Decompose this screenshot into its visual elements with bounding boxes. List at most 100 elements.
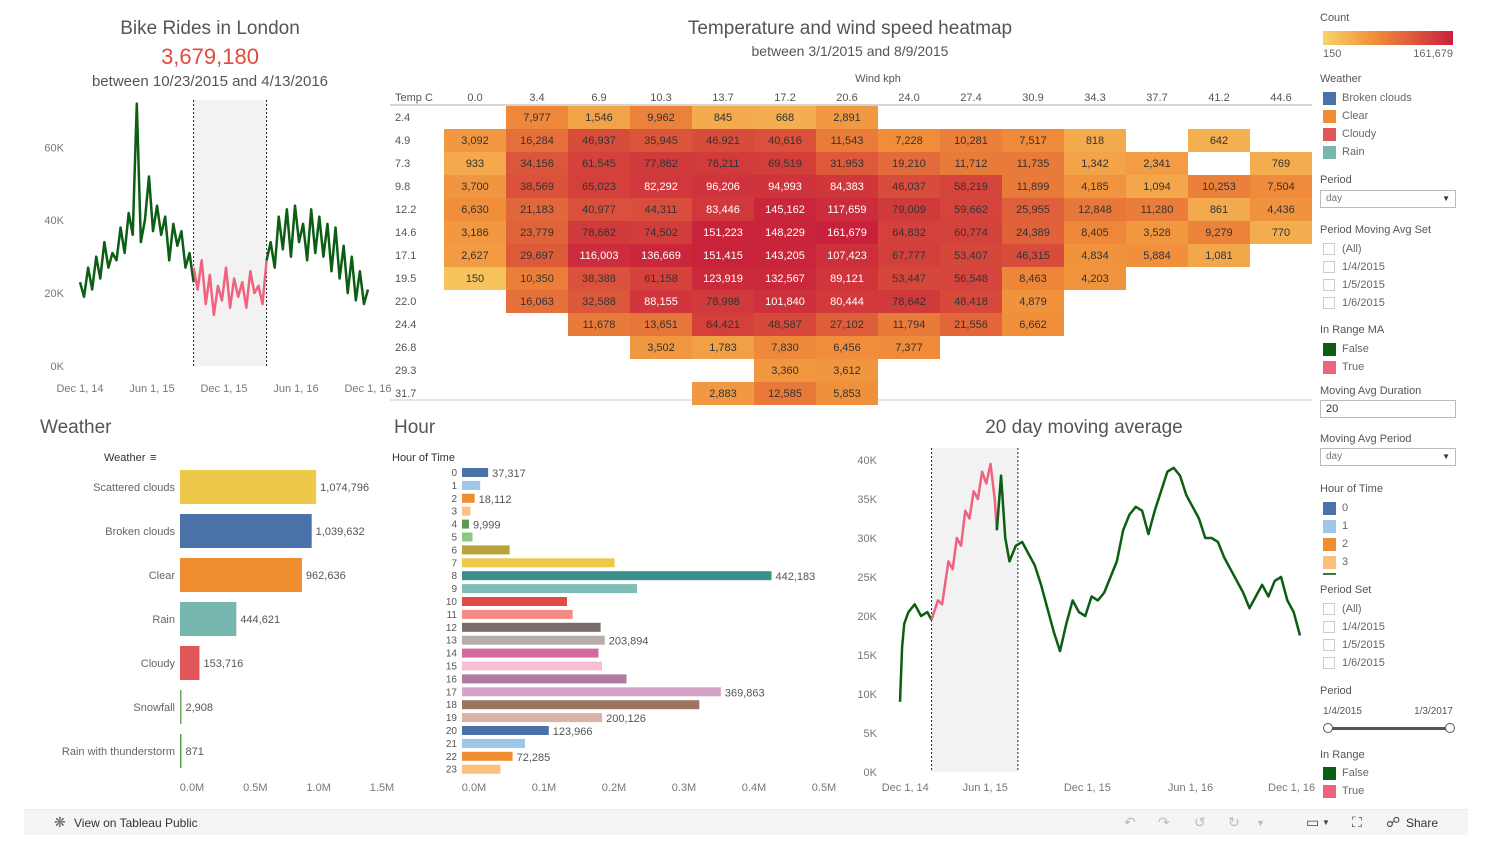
heatmap-cell	[506, 221, 568, 244]
heatmap-cell-label: 8,405	[1081, 227, 1109, 239]
moving-avg-duration-input[interactable]: 20	[1320, 400, 1456, 418]
weather-bar	[180, 690, 182, 724]
heatmap-cell	[816, 359, 878, 382]
period-slider-end-handle[interactable]	[1445, 723, 1455, 733]
set-option[interactable]: 1/5/2015	[1323, 638, 1385, 652]
bike-rides-line-chart[interactable]: 0K 20K 40K 60K Dec 1, 14 Jun 1, 15 Dec 1, 15 Ju…	[0, 0, 392, 400]
heatmap-cell	[692, 267, 754, 290]
checkbox[interactable]	[1323, 261, 1335, 273]
temperature-wind-heatmap[interactable]: Wind kph Temp C 0.0 3.4 6.9 10.3 13.7 17.2 20.6 2…	[0, 0, 1320, 405]
in-range-item[interactable]: False	[1323, 766, 1369, 780]
weather-bar-chart[interactable]: Weather ≡ Scattered clouds 1,074,796 Broken …	[0, 0, 394, 800]
hour-legend-item[interactable]: 2	[1323, 537, 1348, 551]
checkbox[interactable]	[1323, 657, 1335, 669]
hour-legend-item[interactable]: 3	[1323, 555, 1348, 569]
weather-category-label: Rain with thunderstorm	[62, 746, 175, 758]
heatmap-cell	[1250, 198, 1312, 221]
heatmap-cell	[444, 129, 506, 152]
period-slider-start-handle[interactable]	[1323, 723, 1333, 733]
chevron-down-icon[interactable]: ▼	[1322, 818, 1330, 827]
heatmap-cell-label: 64,421	[706, 319, 740, 331]
set-option[interactable]: 1/6/2015	[1323, 296, 1385, 310]
view-on-tableau-link[interactable]: View on Tableau Public	[74, 816, 198, 830]
x-tick-label: Dec 1, 15	[200, 383, 247, 395]
revert-icon[interactable]: ↺	[1194, 814, 1206, 830]
weather-legend-item[interactable]: Cloudy	[1323, 127, 1376, 141]
set-option[interactable]: 1/5/2015	[1323, 278, 1385, 292]
period-slider-track[interactable]	[1328, 727, 1450, 730]
heatmap-cell	[816, 290, 878, 313]
weather-legend-item[interactable]: Rain	[1323, 145, 1365, 159]
checkbox[interactable]	[1323, 297, 1335, 309]
checkbox[interactable]	[1323, 639, 1335, 651]
tableau-toolbar: ❋ View on Tableau Public ↶ ↷ ↺ ↻ ▼ ▭ ▼ ⛶…	[24, 809, 1468, 835]
period-dropdown[interactable]: day ▼	[1320, 190, 1456, 208]
heatmap-cell-label: 27,102	[830, 319, 864, 331]
heatmap-row-header: 19.5	[395, 273, 416, 285]
x-tick-label: 0.5M	[243, 782, 267, 794]
heatmap-cell	[1002, 290, 1064, 313]
set-option[interactable]: (All)	[1323, 242, 1362, 256]
heatmap-cell	[506, 129, 568, 152]
share-icon[interactable]: ☍	[1386, 814, 1401, 830]
heatmap-cell-label: 136,669	[641, 250, 681, 262]
set-option[interactable]: 1/4/2015	[1323, 620, 1385, 634]
weather-value-label: 2,908	[186, 702, 214, 714]
set-option[interactable]: (All)	[1323, 602, 1362, 616]
heatmap-cell	[444, 152, 506, 175]
y-tick-label: 60K	[44, 142, 64, 154]
in-range-item[interactable]: True	[1323, 784, 1364, 798]
checkbox[interactable]	[1323, 621, 1335, 633]
checkbox[interactable]	[1323, 603, 1335, 615]
period-slider-end: 1/3/2017	[1414, 706, 1453, 717]
heatmap-cell	[816, 198, 878, 221]
heatmap-cell-label: 88,155	[644, 296, 678, 308]
refresh-icon[interactable]: ↻	[1228, 814, 1240, 830]
heatmap-cell	[940, 152, 1002, 175]
set-option[interactable]: 1/4/2015	[1323, 260, 1385, 274]
checkbox[interactable]	[1323, 243, 1335, 255]
legend-label: False	[1342, 767, 1369, 779]
heatmap-column-header: 6.9	[591, 92, 606, 104]
heatmap-cell-label: 35,945	[644, 135, 678, 147]
legend-label: False	[1342, 343, 1369, 355]
x-tick-label: Dec 1, 16	[1268, 782, 1315, 794]
heatmap-cell-label: 46,921	[706, 135, 740, 147]
y-tick-label: 15K	[857, 650, 877, 662]
checkbox[interactable]	[1323, 279, 1335, 291]
in-range-ma-item[interactable]: False	[1323, 342, 1369, 356]
heatmap-cell-label: 4,185	[1081, 181, 1109, 193]
legend-label: 3	[1342, 556, 1349, 568]
heatmap-cell	[1002, 267, 1064, 290]
share-button[interactable]: Share	[1406, 816, 1439, 830]
sort-icon: ≡	[150, 452, 156, 464]
heatmap-cell	[940, 290, 1002, 313]
heatmap-cell	[692, 152, 754, 175]
heatmap-cell	[568, 175, 630, 198]
heatmap-cell	[630, 106, 692, 129]
heatmap-cell	[816, 244, 878, 267]
heatmap-cell-label: 80,444	[830, 296, 864, 308]
x-tick-label: 0.3M	[672, 782, 696, 794]
weather-legend-item[interactable]: Clear	[1323, 109, 1368, 123]
weather-bar	[180, 602, 237, 636]
heatmap-cell-label: 78,642	[892, 296, 926, 308]
heatmap-cell-label: 150	[466, 273, 484, 285]
moving-avg-period-dropdown[interactable]: day ▼	[1320, 448, 1456, 466]
undo-icon[interactable]: ↶	[1124, 814, 1136, 830]
redo-icon[interactable]: ↷	[1158, 814, 1170, 830]
weather-legend-item[interactable]: Broken clouds	[1323, 91, 1412, 105]
hour-legend-item[interactable]: 1	[1323, 519, 1348, 533]
heatmap-column-header: 27.4	[960, 92, 981, 104]
heatmap-cell-label: 132,567	[765, 273, 805, 285]
heatmap-cell-label: 3,186	[461, 227, 489, 239]
legend-label: 2	[1342, 538, 1349, 550]
hour-legend-item[interactable]: 0	[1323, 501, 1348, 515]
set-option[interactable]: 1/6/2015	[1323, 656, 1385, 670]
download-icon[interactable]: ▭	[1306, 814, 1320, 830]
fullscreen-icon[interactable]: ⛶	[1352, 814, 1362, 830]
chevron-down-icon[interactable]: ▼	[1256, 818, 1265, 828]
in-range-ma-item[interactable]: True	[1323, 360, 1364, 374]
